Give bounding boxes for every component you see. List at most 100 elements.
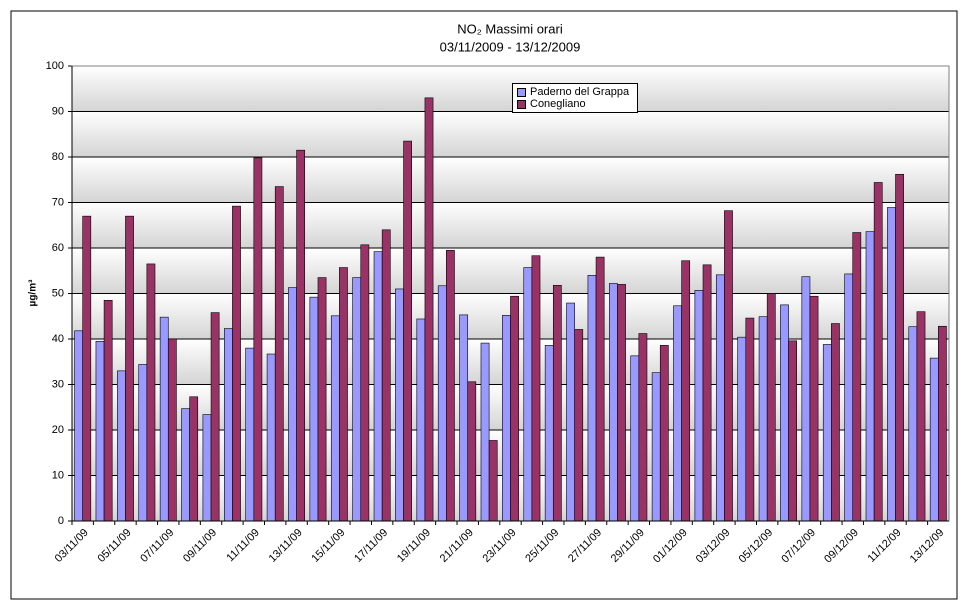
bar xyxy=(288,287,297,522)
bar xyxy=(873,182,883,522)
bar xyxy=(852,232,862,522)
bar xyxy=(595,256,605,522)
bar xyxy=(908,326,918,522)
plot-band xyxy=(72,66,949,112)
bar xyxy=(330,315,340,522)
bar xyxy=(446,249,455,522)
bar xyxy=(339,267,348,522)
bar xyxy=(360,244,370,522)
bar xyxy=(523,267,533,522)
bar xyxy=(138,364,148,522)
bar xyxy=(210,312,220,522)
bar xyxy=(167,338,177,522)
bar xyxy=(822,344,832,522)
bar xyxy=(266,353,276,522)
bar xyxy=(681,260,691,522)
bar xyxy=(189,396,199,522)
bar xyxy=(467,381,477,522)
bar xyxy=(95,340,105,522)
bar xyxy=(702,264,712,522)
bar xyxy=(587,274,597,522)
legend-item: Conegliano xyxy=(517,98,633,110)
chart-title: NO₂ Massimi orari xyxy=(457,21,563,36)
bar xyxy=(82,215,92,522)
chart-subtitle: 03/11/2009 - 13/12/2009 xyxy=(440,39,581,54)
bar xyxy=(202,414,212,522)
bar xyxy=(352,277,362,522)
bar xyxy=(480,342,490,522)
bar xyxy=(895,173,904,522)
bar xyxy=(181,408,190,522)
bar xyxy=(146,263,156,522)
legend-label: Paderno del Grappa xyxy=(530,86,630,98)
bar xyxy=(232,205,241,522)
bar xyxy=(737,336,747,522)
bar xyxy=(223,328,233,522)
plot-band xyxy=(72,202,949,248)
bar xyxy=(309,296,319,522)
bar xyxy=(724,210,733,522)
bar xyxy=(638,333,648,522)
bar xyxy=(929,357,939,522)
bar xyxy=(831,323,840,522)
y-tick-label: 20 xyxy=(52,424,64,436)
bar xyxy=(544,345,554,522)
bar xyxy=(617,284,626,522)
bar xyxy=(938,325,947,522)
bar xyxy=(296,149,306,522)
bar xyxy=(459,314,469,522)
bar xyxy=(566,302,575,522)
y-tick-label: 80 xyxy=(52,151,64,163)
bar xyxy=(552,285,562,522)
bar xyxy=(488,440,498,522)
bar xyxy=(651,372,661,522)
y-tick-label: 0 xyxy=(58,515,64,527)
bar xyxy=(117,370,126,522)
bar xyxy=(274,186,284,522)
y-tick-label: 60 xyxy=(52,242,64,254)
bar xyxy=(245,347,255,522)
bar xyxy=(74,330,83,522)
bar xyxy=(317,277,327,522)
legend-label: Conegliano xyxy=(530,98,586,110)
y-tick-label: 30 xyxy=(52,378,64,390)
bar xyxy=(780,304,789,522)
y-tick-label: 100 xyxy=(46,60,64,72)
bar xyxy=(887,207,896,522)
bar xyxy=(745,317,755,522)
bar xyxy=(502,315,511,522)
bar xyxy=(758,316,768,522)
y-axis-label: µg/m³ xyxy=(28,279,39,307)
y-tick-label: 40 xyxy=(52,333,64,345)
bar xyxy=(424,97,434,522)
legend-swatch xyxy=(517,88,526,97)
bar xyxy=(253,157,263,522)
bar xyxy=(609,283,618,522)
legend-item: Paderno del Grappa xyxy=(517,86,633,98)
bar xyxy=(510,295,519,522)
bar xyxy=(574,329,584,522)
y-tick-label: 10 xyxy=(52,469,64,481)
legend: Paderno del Grappa Conegliano xyxy=(512,83,638,113)
bar xyxy=(437,285,447,522)
bar xyxy=(659,345,669,522)
plot-band xyxy=(72,111,949,157)
bar xyxy=(844,273,854,522)
bar xyxy=(103,300,113,522)
bar xyxy=(531,255,541,522)
bar xyxy=(916,311,926,522)
bar xyxy=(801,276,811,522)
bar xyxy=(788,340,798,522)
bar xyxy=(381,229,391,522)
y-tick-label: 70 xyxy=(52,196,64,208)
bar xyxy=(694,290,704,522)
bar xyxy=(715,274,725,522)
bar xyxy=(403,140,412,522)
plot-band xyxy=(72,157,949,203)
bar xyxy=(865,231,875,522)
bar xyxy=(766,293,776,522)
bar xyxy=(809,295,819,522)
